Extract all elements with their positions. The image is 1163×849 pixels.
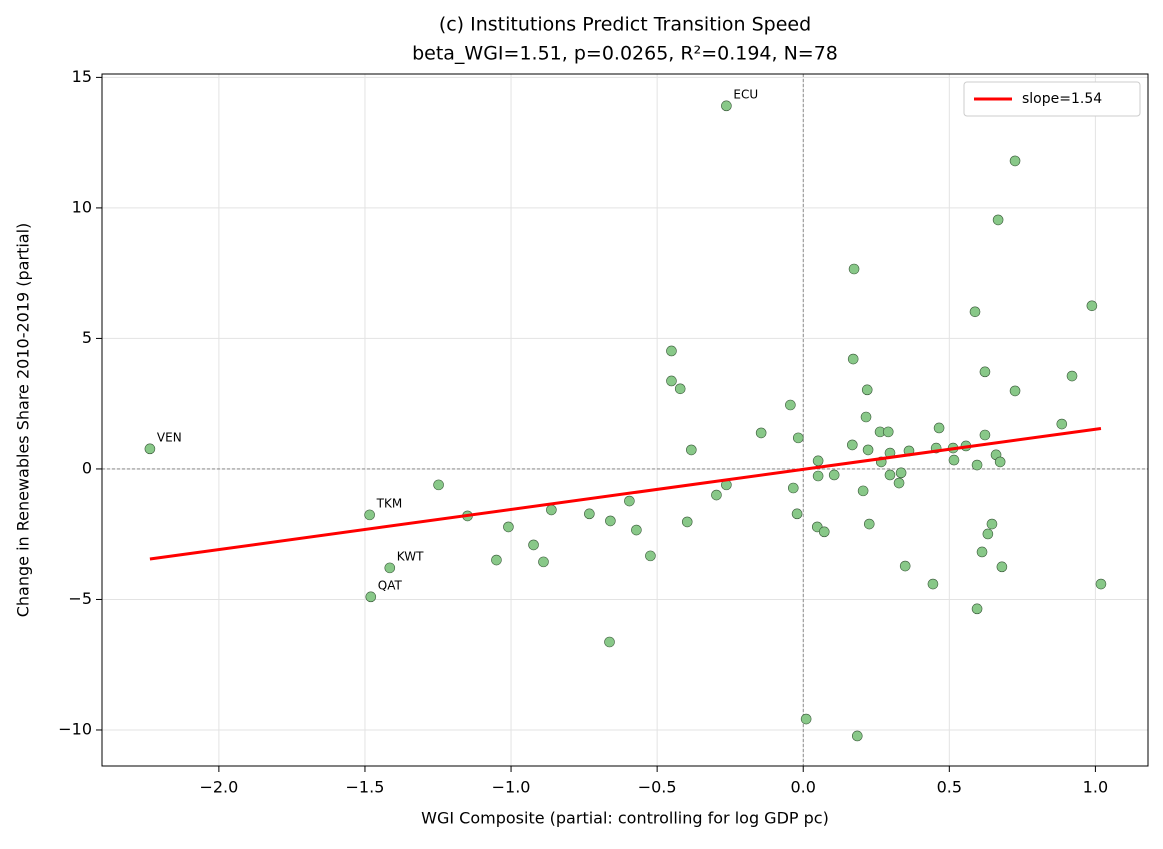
- point: [791, 508, 803, 520]
- point: [624, 495, 635, 507]
- point-label: ECU: [733, 87, 758, 101]
- plot-frame: [101, 73, 1149, 767]
- y-tick-label: 10: [72, 197, 92, 216]
- legend-label: slope=1.54: [1022, 91, 1102, 107]
- point: [433, 479, 444, 491]
- point: [862, 444, 874, 456]
- point: [755, 427, 767, 439]
- point: [857, 485, 869, 497]
- point: [645, 550, 656, 562]
- point: [882, 426, 894, 438]
- point: [1095, 578, 1107, 590]
- point: [1009, 155, 1021, 167]
- legend-box: [963, 81, 1141, 117]
- point: [800, 713, 812, 725]
- x-tick-label: −1.0: [492, 778, 531, 797]
- point: [847, 353, 859, 365]
- point: [538, 556, 549, 568]
- point: [851, 730, 863, 742]
- point: [971, 603, 983, 615]
- y-axis-label: Change in Renewables Share 2010-2019 (pa…: [14, 223, 33, 618]
- point: [899, 560, 911, 572]
- point: [721, 100, 732, 112]
- point: [384, 562, 396, 574]
- point: [895, 467, 907, 479]
- point: [847, 439, 858, 451]
- point: [1066, 370, 1078, 382]
- point-label: QAT: [378, 578, 403, 592]
- point: [979, 366, 991, 378]
- point: [491, 554, 502, 566]
- point: [546, 504, 557, 516]
- point-label: KWT: [397, 549, 424, 563]
- point: [787, 482, 799, 494]
- point: [792, 432, 804, 444]
- point: [948, 454, 960, 466]
- point: [681, 516, 693, 528]
- point: [686, 444, 697, 456]
- point-label: TKM: [376, 496, 403, 510]
- y-tick-label: 5: [82, 328, 92, 347]
- point: [1056, 418, 1068, 430]
- point: [604, 636, 615, 648]
- y-tick-label: −5: [68, 589, 92, 608]
- point: [986, 518, 998, 530]
- point: [711, 489, 722, 501]
- point: [674, 383, 686, 395]
- point: [364, 509, 375, 521]
- fit-line: [149, 426, 1102, 561]
- point: [994, 456, 1006, 468]
- point: [982, 528, 994, 540]
- point: [848, 263, 860, 275]
- point: [1009, 385, 1021, 397]
- point: [969, 306, 981, 318]
- point: [927, 578, 939, 590]
- point: [863, 518, 875, 530]
- chart-subtitle: beta_WGI=1.51, p=0.0265, R²=0.194, N=78: [412, 43, 838, 65]
- point: [631, 524, 642, 536]
- point: [992, 214, 1004, 226]
- point-label: VEN: [157, 430, 182, 444]
- point: [828, 469, 840, 481]
- x-axis-label: WGI Composite (partial: controlling for …: [421, 809, 829, 828]
- point: [818, 526, 830, 538]
- point: [1086, 300, 1098, 312]
- point: [971, 459, 983, 471]
- x-tick-label: 0.5: [937, 778, 962, 797]
- y-tick-label: −10: [58, 719, 92, 738]
- point: [933, 422, 945, 434]
- point: [861, 384, 873, 396]
- point: [812, 470, 824, 482]
- y-tick-label: 0: [82, 458, 92, 477]
- point: [666, 345, 677, 357]
- x-tick-label: −1.5: [346, 778, 385, 797]
- point: [605, 515, 616, 527]
- x-tick-label: 1.0: [1083, 778, 1108, 797]
- point: [976, 546, 988, 558]
- point: [528, 539, 539, 551]
- point: [979, 429, 991, 441]
- point: [996, 561, 1008, 573]
- point: [666, 375, 677, 387]
- point: [503, 521, 514, 533]
- point: [860, 411, 872, 423]
- chart-title: (c) Institutions Predict Transition Spee…: [439, 14, 811, 36]
- point: [785, 399, 796, 411]
- point: [584, 508, 595, 520]
- y-tick-label: 15: [72, 67, 92, 86]
- point: [365, 591, 377, 603]
- x-tick-label: −0.5: [638, 778, 677, 797]
- point: [884, 469, 896, 481]
- point: [812, 455, 824, 467]
- x-tick-label: 0.0: [791, 778, 816, 797]
- point: [893, 477, 905, 489]
- point: [144, 443, 156, 455]
- x-tick-label: −2.0: [199, 778, 238, 797]
